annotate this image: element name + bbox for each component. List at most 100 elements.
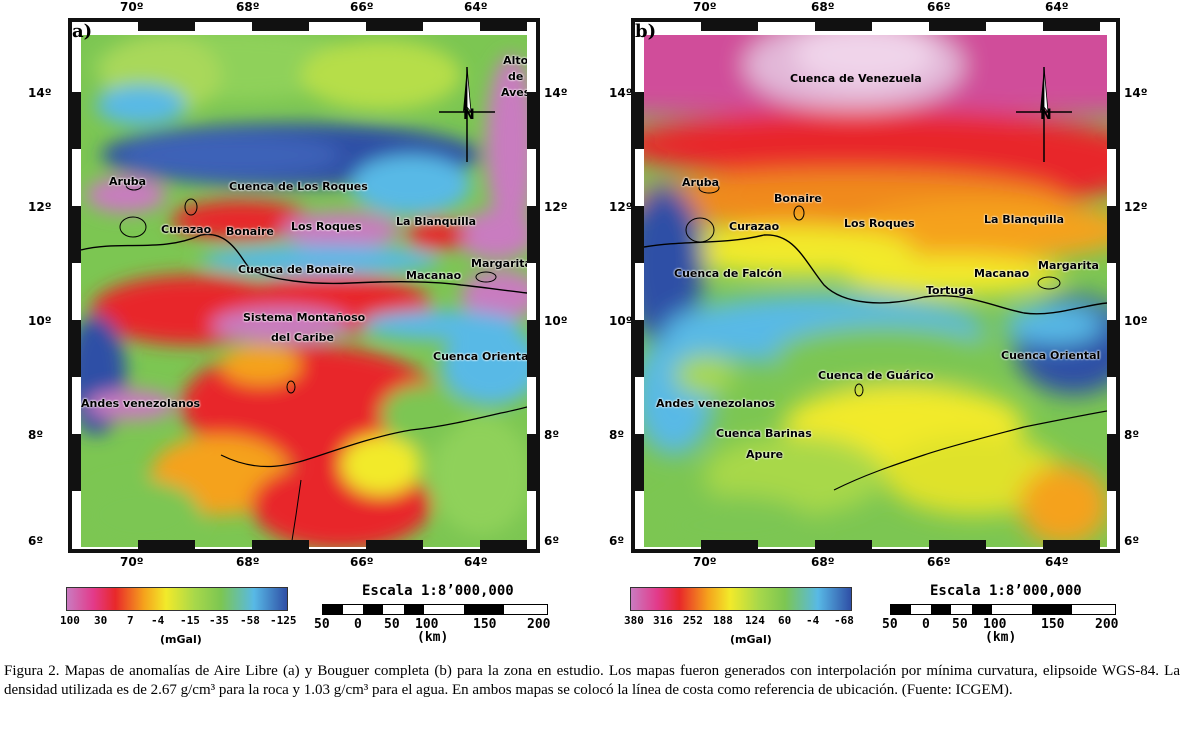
- colorbar-tick: 7: [127, 614, 134, 627]
- place-cuenca-oriental: Cuenca Oriental: [433, 350, 527, 363]
- scale-number: 0: [354, 617, 362, 632]
- place-cuenca-de-guarico: Cuenca de Guárico: [818, 369, 934, 382]
- svg-text:N: N: [1040, 107, 1052, 123]
- colorbar-tick: 124: [745, 614, 765, 627]
- lat-label: 14º: [544, 86, 568, 100]
- frame-graduation: [815, 540, 872, 553]
- place-bonaire: Bonaire: [226, 225, 274, 238]
- svg-text:N: N: [463, 107, 475, 123]
- lon-label: 68º: [811, 0, 835, 14]
- scale-number: 50: [314, 617, 330, 632]
- place-apure: Apure: [746, 448, 784, 461]
- colorbar-tick: -15: [180, 614, 200, 627]
- place-los-roques: Los Roques: [291, 220, 362, 233]
- lat-label: 6º: [28, 534, 44, 548]
- scale-number: 0: [922, 617, 930, 632]
- place-cuenca-de-los-roques: Cuenca de Los Roques: [229, 180, 368, 193]
- frame-graduation: [631, 320, 644, 377]
- border-line: [290, 479, 302, 547]
- scale-number: 200: [1095, 617, 1119, 632]
- place-tortuga: Tortuga: [926, 284, 974, 297]
- river-boundary: [220, 406, 527, 468]
- map-body: N Cuenca de Venezuela Aruba Bonaire Cura…: [644, 35, 1107, 547]
- frame-graduation: [68, 92, 81, 149]
- figure-caption: Figura 2. Mapas de anomalías de Aire Lib…: [4, 663, 1180, 698]
- place-la-blanquilla: La Blanquilla: [396, 215, 477, 228]
- panel-label: a): [72, 21, 93, 42]
- lat-label: 10º: [1124, 314, 1148, 328]
- lon-label: 68º: [236, 555, 260, 569]
- frame-graduation: [138, 540, 195, 553]
- place-andes-venezolanos: Andes venezolanos: [81, 397, 201, 410]
- scale-number: 150: [473, 617, 497, 632]
- lat-label: 12º: [28, 200, 52, 214]
- frame-graduation: [701, 18, 758, 31]
- place-sistema-montanoso: Sistema Montañoso: [243, 311, 366, 324]
- place-curazao: Curazao: [729, 220, 780, 233]
- curazao-outline: [119, 216, 147, 238]
- colorbar-tick: 100: [60, 614, 80, 627]
- place-cuenca-barinas: Cuenca Barinas: [716, 427, 812, 440]
- frame-graduation: [929, 18, 986, 31]
- colorbar-unit: (mGal): [160, 633, 202, 646]
- lon-label: 66º: [927, 0, 951, 14]
- lon-label: 66º: [927, 555, 951, 569]
- place-curazao: Curazao: [161, 223, 212, 236]
- place-aruba: Aruba: [682, 176, 720, 189]
- lat-label: 8º: [609, 428, 625, 442]
- colorbar-tick: -4: [151, 614, 165, 627]
- scale-number: 100: [415, 617, 439, 632]
- colorbar-tick: 252: [683, 614, 703, 627]
- lon-label: 70º: [120, 555, 144, 569]
- frame-graduation: [929, 540, 986, 553]
- lat-label: 12º: [609, 200, 633, 214]
- map-frame: [631, 18, 1120, 553]
- colorbar-a: [66, 587, 288, 611]
- north-arrow-icon: N: [439, 67, 495, 162]
- place-aruba: Aruba: [109, 175, 147, 188]
- lon-label: 70º: [693, 555, 717, 569]
- place-macanao: Macanao: [406, 269, 462, 282]
- lat-label: 14º: [28, 86, 52, 100]
- place-cuenca-de-falcon: Cuenca de Falcón: [674, 267, 783, 280]
- lon-label: 66º: [350, 555, 374, 569]
- place-cuenca-de-venezuela: Cuenca de Venezuela: [790, 72, 922, 85]
- lon-label: 64º: [1045, 555, 1069, 569]
- aruba-outline: [125, 179, 143, 191]
- frame-graduation: [1043, 18, 1100, 31]
- place-cuenca-oriental: Cuenca Oriental: [1001, 349, 1101, 362]
- frame-graduation: [252, 18, 309, 31]
- scale-number: 50: [882, 617, 898, 632]
- scale-title: Escala 1:8’000,000: [362, 583, 514, 599]
- lon-label: 70º: [693, 0, 717, 14]
- place-bonaire: Bonaire: [774, 192, 822, 205]
- scale-title: Escala 1:8’000,000: [930, 583, 1082, 599]
- frame-graduation: [480, 540, 527, 553]
- coastline: [81, 233, 527, 294]
- bonaire-outline: [184, 198, 198, 216]
- coastline: [644, 234, 1107, 315]
- frame-graduation: [527, 320, 540, 377]
- aruba-outline: [698, 182, 720, 194]
- frame-graduation: [631, 434, 644, 491]
- scale-unit: (km): [417, 630, 449, 645]
- colorbar-tick: -68: [834, 614, 854, 627]
- colorbar-tick: 380: [624, 614, 644, 627]
- scale-number: 50: [384, 617, 400, 632]
- frame-graduation: [1107, 434, 1120, 491]
- place-los-roques: Los Roques: [844, 217, 915, 230]
- scale-number: 100: [983, 617, 1007, 632]
- frame-graduation: [138, 18, 195, 31]
- panel-label: b): [635, 21, 657, 42]
- scale-number: 150: [1041, 617, 1065, 632]
- colorbar-tick: -125: [270, 614, 297, 627]
- lon-label: 64º: [464, 0, 488, 14]
- frame-graduation: [366, 18, 423, 31]
- frame-graduation: [68, 320, 81, 377]
- lat-label: 10º: [609, 314, 633, 328]
- lat-label: 8º: [544, 428, 560, 442]
- lat-label: 6º: [544, 534, 560, 548]
- colorbar-tick: 316: [653, 614, 673, 627]
- frame-graduation: [366, 540, 423, 553]
- place-andes-venezolanos: Andes venezolanos: [656, 397, 776, 410]
